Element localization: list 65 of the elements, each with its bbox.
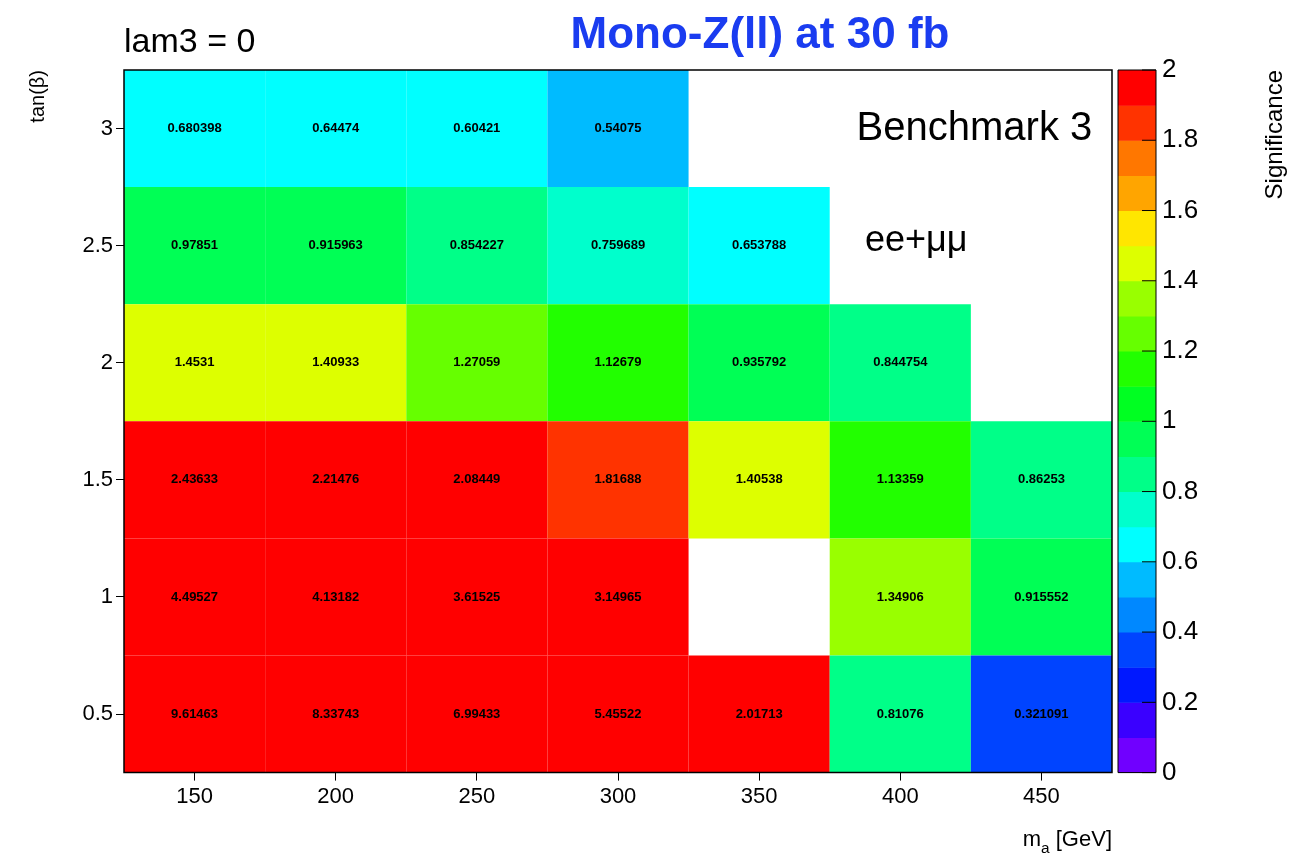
- x-tick-label: 200: [317, 782, 355, 808]
- data-label: 0.64474: [312, 120, 360, 136]
- data-label: 1.13359: [876, 471, 924, 487]
- color-bar-label: 0.2: [1162, 685, 1199, 716]
- data-label: 9.61463: [171, 705, 219, 721]
- data-label: 2.08449: [453, 471, 501, 487]
- chart-title: Mono-Z(ll) at 30 fb: [570, 8, 950, 57]
- color-bar-label: 0: [1162, 755, 1177, 786]
- data-label: 5.45522: [594, 705, 642, 721]
- data-label: 0.54075: [594, 120, 642, 136]
- data-label: 8.33743: [312, 705, 360, 721]
- color-bar-label: 1: [1162, 404, 1177, 435]
- data-label: 1.12679: [594, 354, 642, 370]
- color-bar-label: 1.2: [1162, 334, 1199, 365]
- data-label: 6.99433: [453, 705, 501, 721]
- color-bar-title: Significance: [1260, 69, 1287, 200]
- data-label: 0.97851: [171, 237, 219, 253]
- data-label: 0.680398: [167, 120, 222, 136]
- data-label: 4.49527: [171, 588, 219, 604]
- data-label: 2.01713: [735, 705, 783, 721]
- data-label: 2.43633: [171, 471, 219, 487]
- y-tick-label: 2: [100, 348, 113, 374]
- data-label: 0.844754: [873, 354, 929, 370]
- data-label: 1.4531: [174, 354, 215, 370]
- color-bar-label: 0.6: [1162, 544, 1199, 575]
- x-tick-label: 450: [1023, 782, 1060, 808]
- y-tick-label: 3: [100, 114, 113, 140]
- x-tick-label: 250: [458, 782, 496, 808]
- chart-subtitle: lam3 = 0: [124, 21, 256, 59]
- data-label: 0.86253: [1017, 471, 1065, 487]
- data-label: 0.935792: [732, 354, 787, 370]
- x-tick-label: 300: [599, 782, 637, 808]
- data-label: 1.40538: [735, 471, 783, 487]
- data-label: 3.61525: [453, 588, 501, 604]
- data-label: 1.81688: [594, 471, 642, 487]
- data-label: 0.759689: [590, 237, 646, 253]
- y-axis-title: tan(β): [26, 69, 48, 123]
- data-label: 0.915552: [1014, 588, 1069, 604]
- data-label: 0.854227: [449, 237, 504, 253]
- annotation: Benchmark 3: [856, 104, 1093, 149]
- y-tick-label: 0.5: [82, 700, 113, 726]
- data-label: 1.34906: [876, 588, 924, 604]
- data-label: 1.27059: [453, 354, 501, 370]
- y-tick-label: 2.5: [82, 231, 113, 257]
- data-label: 0.81076: [876, 705, 924, 721]
- data-label: 2.21476: [312, 471, 360, 487]
- y-tick-label: 1: [100, 583, 113, 609]
- data-label: 0.60421: [453, 120, 501, 136]
- data-label: 0.915963: [308, 237, 363, 253]
- x-tick-label: 150: [176, 782, 213, 808]
- color-bar-label: 0.4: [1162, 615, 1199, 646]
- annotation: ee+μμ: [865, 218, 968, 260]
- data-label: 4.13182: [312, 588, 360, 604]
- y-tick-label: 1.5: [82, 465, 113, 491]
- color-bar-label: 2: [1162, 53, 1177, 84]
- color-bar-label: 1.8: [1162, 123, 1199, 154]
- color-bar-label: 1.6: [1162, 193, 1199, 224]
- x-tick-label: 350: [740, 782, 778, 808]
- data-label: 3.14965: [594, 588, 642, 604]
- x-tick-label: 400: [881, 782, 919, 808]
- data-label: 1.40933: [312, 354, 360, 370]
- color-bar-label: 0.8: [1162, 474, 1199, 505]
- color-bar-label: 1.4: [1162, 263, 1199, 294]
- data-label: 0.321091: [1014, 705, 1069, 721]
- data-label: 0.653788: [732, 237, 787, 253]
